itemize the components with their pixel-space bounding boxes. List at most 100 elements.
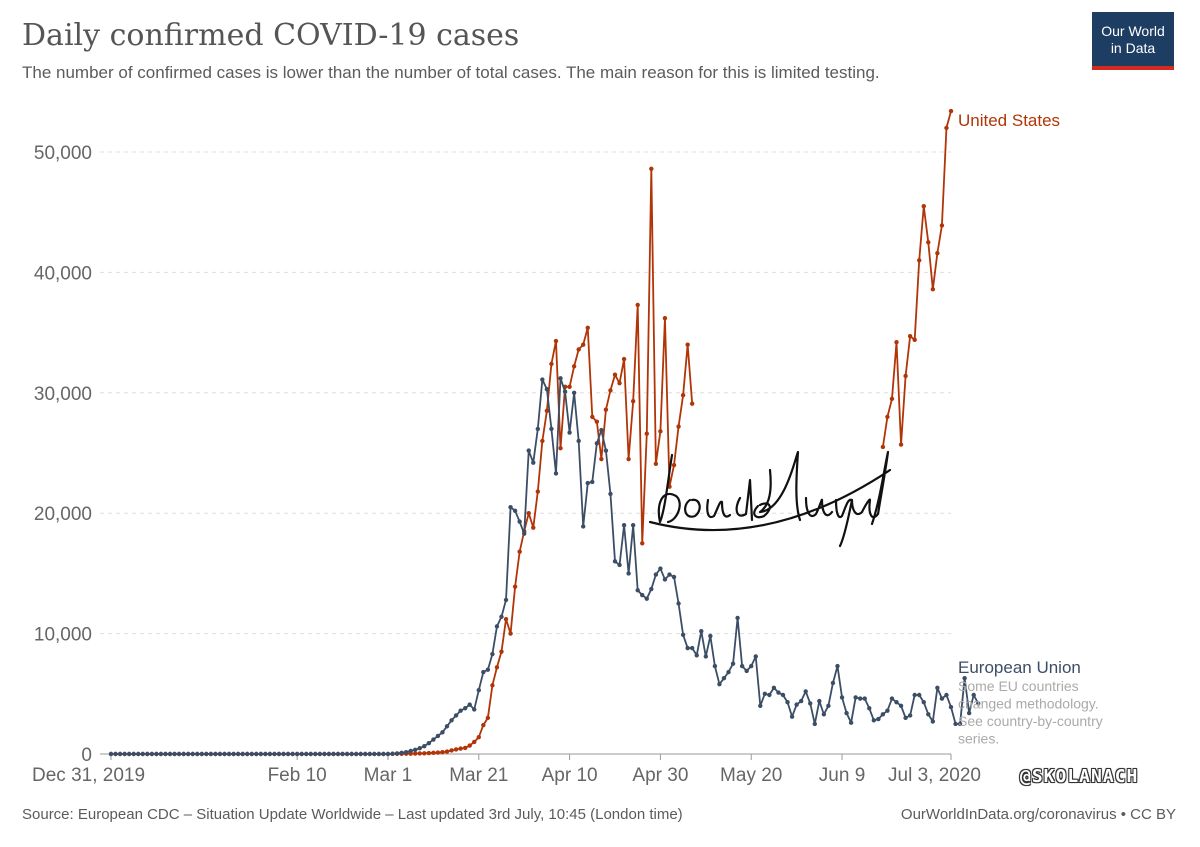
- data-point: [503, 616, 509, 622]
- data-point: [476, 734, 481, 740]
- data-point: [444, 724, 450, 729]
- series-united-states: [880, 108, 954, 450]
- data-point: [331, 751, 336, 757]
- data-point: [299, 751, 304, 757]
- x-tick-label: Mar 1: [364, 765, 413, 786]
- data-point: [749, 663, 754, 669]
- data-point: [930, 719, 936, 724]
- data-point: [617, 562, 622, 568]
- data-point: [426, 750, 432, 756]
- data-point: [181, 751, 186, 757]
- data-point: [689, 401, 695, 406]
- data-point: [626, 456, 631, 462]
- data-point: [889, 396, 895, 402]
- data-point: [476, 687, 481, 693]
- data-point: [898, 703, 904, 709]
- data-point: [499, 649, 504, 654]
- data-point: [966, 710, 972, 716]
- data-point: [894, 700, 899, 705]
- x-tick-label: May 20: [720, 765, 782, 786]
- data-point: [176, 751, 182, 757]
- data-point: [417, 746, 422, 751]
- data-point: [744, 668, 749, 674]
- data-point: [653, 461, 659, 467]
- data-point: [776, 690, 781, 695]
- data-point: [481, 669, 486, 675]
- footer-link[interactable]: OurWorldInData.org/coronavirus • CC BY: [900, 806, 1176, 823]
- data-point: [798, 698, 804, 704]
- data-point: [612, 372, 618, 377]
- data-point: [535, 489, 541, 494]
- data-point: [349, 751, 354, 757]
- data-point: [939, 223, 945, 228]
- data-point: [322, 751, 327, 757]
- data-point: [526, 448, 531, 453]
- data-point: [358, 751, 363, 757]
- data-point: [576, 438, 581, 444]
- data-point: [907, 334, 913, 339]
- data-point: [494, 624, 500, 629]
- data-point: [699, 628, 704, 634]
- logo-line-2: in Data: [1110, 40, 1156, 56]
- data-point: [721, 675, 727, 681]
- x-tick-label: Jul 3, 2020: [888, 765, 981, 786]
- series-line: [111, 167, 694, 755]
- data-point: [871, 718, 877, 723]
- owid-logo[interactable]: Our World in Data: [1092, 12, 1174, 70]
- data-point: [272, 751, 277, 757]
- data-point: [399, 750, 404, 755]
- data-point: [594, 441, 600, 446]
- data-point: [440, 730, 445, 735]
- data-point: [413, 751, 418, 756]
- logo-line-1: Our World: [1101, 23, 1165, 39]
- data-point: [285, 751, 291, 757]
- data-point: [208, 751, 214, 757]
- data-point: [431, 750, 436, 755]
- data-point: [508, 504, 513, 510]
- gridlines: [100, 151, 951, 635]
- data-point: [363, 751, 368, 757]
- data-point: [903, 715, 908, 721]
- data-point: [408, 748, 413, 754]
- data-point: [472, 707, 477, 712]
- data-point: [571, 390, 577, 395]
- data-point: [658, 566, 663, 571]
- data-point: [317, 751, 323, 757]
- data-point: [472, 739, 477, 745]
- y-tick-label: 30,000: [34, 384, 92, 405]
- data-point: [567, 430, 572, 435]
- data-point: [485, 715, 491, 721]
- data-point: [185, 751, 191, 757]
- data-point: [599, 427, 604, 433]
- data-point: [126, 751, 132, 757]
- data-point: [599, 456, 604, 462]
- data-point: [853, 695, 858, 700]
- data-point: [290, 751, 295, 757]
- eu-series-label: European Union: [958, 658, 1081, 677]
- data-point: [453, 713, 459, 718]
- data-point: [340, 751, 345, 757]
- data-point: [944, 692, 949, 698]
- data-point: [435, 733, 441, 739]
- data-point: [313, 751, 318, 757]
- data-point: [862, 696, 867, 701]
- x-tick-label: Jun 9: [819, 765, 865, 786]
- data-point: [635, 588, 640, 593]
- data-point: [549, 426, 554, 432]
- data-point: [131, 751, 136, 757]
- data-point: [231, 751, 236, 757]
- data-point: [558, 445, 563, 451]
- data-point: [304, 751, 309, 757]
- data-point: [685, 342, 690, 347]
- data-point: [771, 685, 777, 690]
- data-point: [540, 438, 545, 444]
- data-point: [326, 751, 332, 757]
- data-point: [149, 751, 155, 757]
- data-point: [735, 615, 740, 621]
- data-point: [921, 700, 926, 705]
- data-point: [544, 386, 550, 392]
- eu-note-line: Some EU countries: [958, 678, 1079, 694]
- data-point: [585, 480, 590, 486]
- data-point: [531, 525, 536, 530]
- series-line: [882, 110, 952, 448]
